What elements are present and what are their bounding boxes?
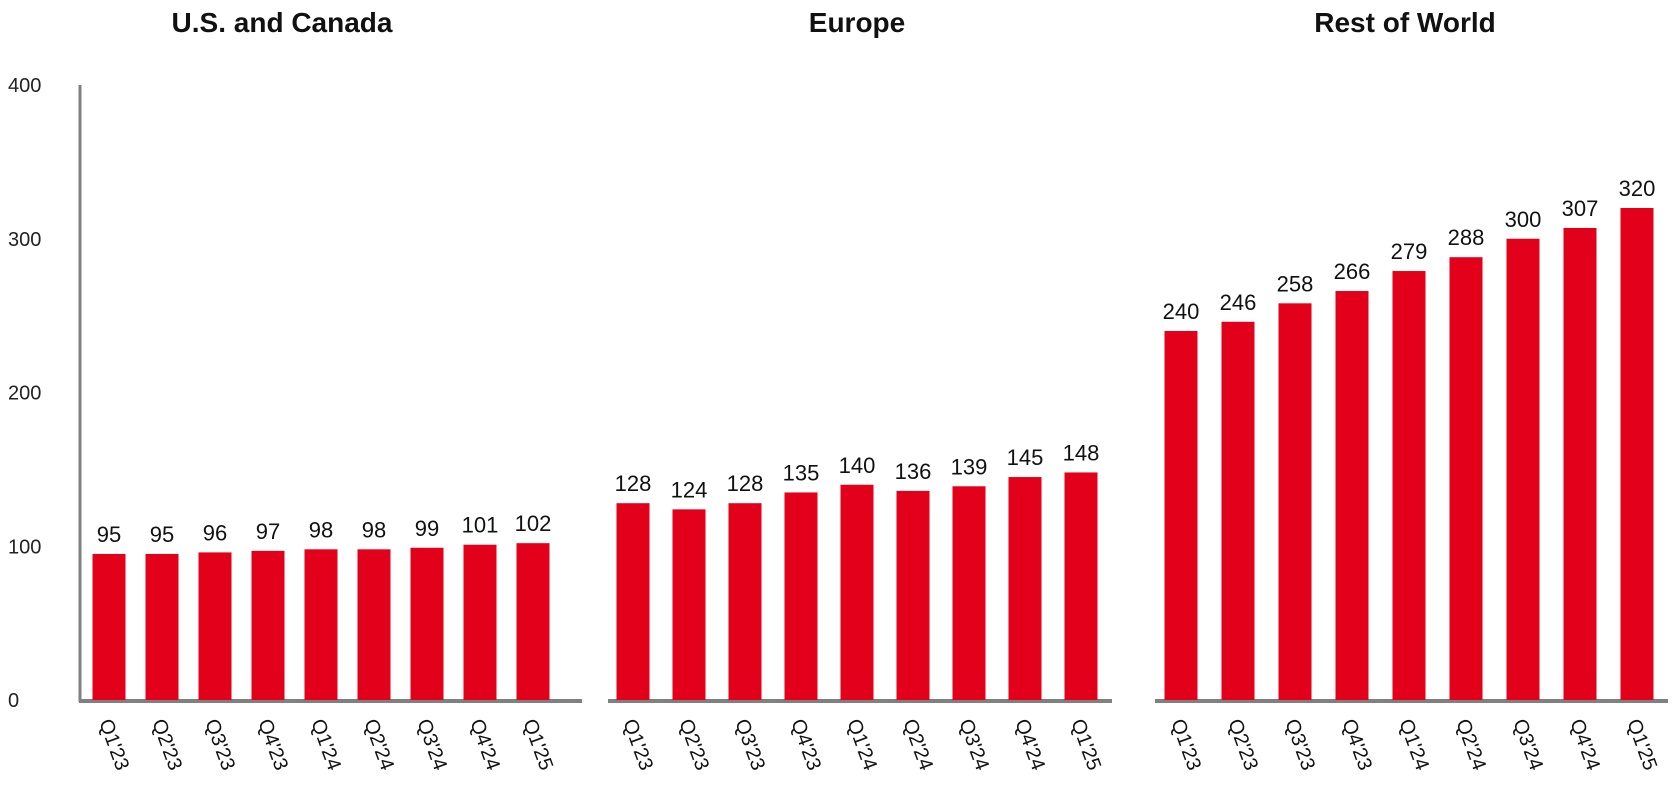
panel-title: Europe (809, 7, 905, 38)
data-label: 240 (1163, 299, 1200, 324)
data-label: 279 (1391, 239, 1428, 264)
data-label: 95 (97, 522, 121, 547)
data-label: 99 (415, 516, 439, 541)
data-label: 101 (462, 513, 499, 538)
x-tick-label: Q1'24 (306, 716, 345, 773)
data-label: 266 (1334, 259, 1371, 284)
data-label: 148 (1063, 440, 1100, 465)
data-label: 128 (615, 471, 652, 496)
bar-1-3 (784, 492, 818, 700)
x-tick-label: Q2'24 (1451, 716, 1490, 773)
bar-2-3 (1335, 291, 1369, 700)
x-tick-label: Q3'23 (730, 716, 769, 773)
x-tick-label: Q4'24 (465, 716, 504, 773)
x-tick-label: Q4'23 (1337, 716, 1376, 773)
bar-0-0 (92, 553, 126, 700)
bar-2-6 (1506, 238, 1540, 700)
x-tick-label: Q3'24 (1508, 716, 1547, 773)
x-tick-label: Q2'23 (1223, 716, 1262, 773)
bar-1-4 (840, 484, 874, 700)
data-label: 246 (1220, 290, 1257, 315)
bar-2-5 (1449, 257, 1483, 700)
x-tick-label: Q4'24 (1565, 716, 1604, 773)
x-tick-label: Q1'24 (842, 716, 881, 773)
bar-1-2 (728, 503, 762, 700)
data-label: 128 (727, 471, 764, 496)
bar-0-6 (410, 547, 444, 700)
data-label: 307 (1562, 196, 1599, 221)
x-tick-label: Q2'23 (674, 716, 713, 773)
data-label: 97 (256, 519, 280, 544)
y-tick-label: 100 (8, 536, 41, 558)
x-tick-label: Q1'23 (94, 716, 133, 773)
bar-0-4 (304, 549, 338, 700)
panel-title: Rest of World (1314, 7, 1495, 38)
x-tick-label: Q1'25 (518, 716, 557, 773)
bar-0-7 (463, 544, 497, 700)
data-label: 288 (1448, 225, 1485, 250)
x-tick-label: Q4'23 (786, 716, 825, 773)
x-tick-label: Q1'23 (1166, 716, 1205, 773)
data-label: 140 (839, 453, 876, 478)
x-tick-label: Q2'24 (898, 716, 937, 773)
data-label: 258 (1277, 271, 1314, 296)
bar-2-4 (1392, 271, 1426, 700)
bar-2-0 (1164, 331, 1198, 700)
data-label: 145 (1007, 445, 1044, 470)
bar-2-2 (1278, 303, 1312, 700)
x-tick-label: Q3'23 (1280, 716, 1319, 773)
x-tick-label: Q4'23 (253, 716, 292, 773)
x-tick-label: Q3'24 (412, 716, 451, 773)
bar-1-5 (896, 490, 930, 700)
bar-0-1 (145, 553, 179, 700)
x-tick-label: Q1'23 (618, 716, 657, 773)
bar-0-5 (357, 549, 391, 700)
y-tick-label: 0 (8, 690, 19, 712)
y-tick-label: 300 (8, 229, 41, 251)
bar-2-7 (1563, 227, 1597, 701)
data-label: 136 (895, 459, 932, 484)
x-tick-label: Q1'25 (1066, 716, 1105, 773)
panel-title: U.S. and Canada (172, 7, 393, 38)
bar-1-0 (616, 503, 650, 700)
x-tick-label: Q1'25 (1622, 716, 1661, 773)
bar-1-1 (672, 509, 706, 700)
bar-1-7 (1008, 477, 1042, 700)
y-tick-label: 400 (8, 75, 41, 97)
bar-1-6 (952, 486, 986, 700)
data-label: 320 (1619, 176, 1656, 201)
x-tick-label: Q2'23 (147, 716, 186, 773)
data-label: 98 (309, 517, 333, 542)
x-tick-label: Q3'23 (200, 716, 239, 773)
bar-2-1 (1221, 321, 1255, 700)
bar-2-8 (1620, 208, 1654, 700)
bar-1-8 (1064, 472, 1098, 700)
data-label: 139 (951, 454, 988, 479)
data-label: 102 (515, 511, 552, 536)
x-tick-label: Q1'24 (1394, 716, 1433, 773)
y-tick-label: 200 (8, 383, 41, 405)
data-label: 124 (671, 477, 708, 502)
x-tick-label: Q3'24 (954, 716, 993, 773)
data-label: 135 (783, 460, 820, 485)
data-label: 95 (150, 522, 174, 547)
data-label: 98 (362, 517, 386, 542)
bar-0-2 (198, 552, 232, 700)
x-tick-label: Q2'24 (359, 716, 398, 773)
x-tick-label: Q4'24 (1010, 716, 1049, 773)
bar-0-3 (251, 550, 285, 700)
data-label: 300 (1505, 207, 1542, 232)
data-label: 96 (203, 520, 227, 545)
bar-0-8 (516, 543, 550, 700)
